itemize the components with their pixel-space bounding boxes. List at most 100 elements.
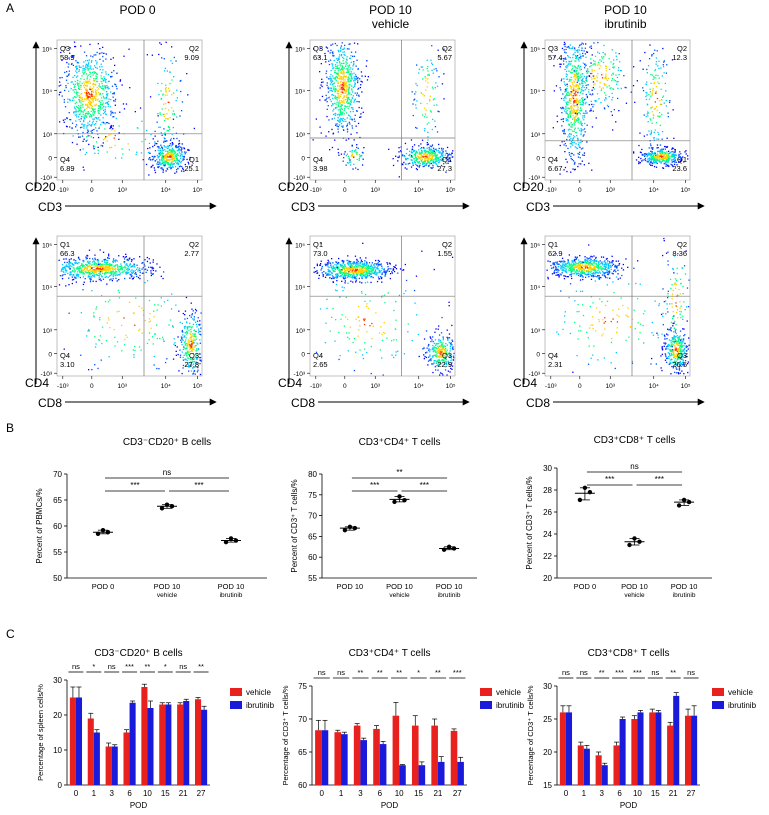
flow-event-dot <box>339 64 341 66</box>
flow-event-dot <box>565 112 567 114</box>
flow-event-dot <box>192 372 195 374</box>
flow-x-axis-label: CD3 <box>291 200 315 214</box>
flow-y-tick-label: 10⁴ <box>42 88 52 95</box>
flow-event-dot <box>579 157 581 159</box>
flow-event-dot <box>349 69 351 71</box>
flow-event-dot <box>181 155 184 157</box>
flow-event-dot <box>164 361 167 364</box>
flow-event-dot <box>168 152 171 154</box>
flow-event-dot <box>183 346 185 348</box>
flow-event-dot <box>86 335 88 337</box>
flow-event-dot <box>170 154 173 156</box>
flow-event-dot <box>424 155 426 158</box>
flow-event-dot <box>337 97 339 99</box>
flow-event-dot <box>339 85 341 87</box>
flow-event-dot <box>677 158 679 160</box>
flow-event-dot <box>142 262 144 264</box>
flow-event-dot <box>81 269 83 271</box>
flow-event-dot <box>191 364 193 367</box>
flow-event-dot <box>337 74 340 76</box>
flow-event-dot <box>142 159 144 161</box>
flow-event-dot <box>96 267 98 269</box>
flow-event-dot <box>59 77 61 79</box>
flow-event-dot <box>186 317 189 320</box>
flow-event-dot <box>150 272 152 274</box>
flow-event-dot <box>76 93 78 95</box>
flow-event-dot <box>414 153 416 155</box>
flow-event-dot <box>64 266 66 268</box>
flow-plot-frame <box>56 39 203 181</box>
flow-event-dot <box>319 71 321 73</box>
flow-event-dot <box>580 124 582 126</box>
flow-event-dot <box>86 257 88 259</box>
flow-event-dot <box>64 71 66 74</box>
flow-event-dot <box>185 151 187 153</box>
flow-event-dot <box>125 256 127 258</box>
flow-event-dot <box>350 271 352 273</box>
flow-event-dot <box>159 113 161 116</box>
flow-event-dot <box>174 160 176 162</box>
flow-event-dot <box>352 110 354 113</box>
flow-event-dot <box>335 107 337 109</box>
flow-event-dot <box>413 158 416 160</box>
flow-event-dot <box>138 269 140 271</box>
flow-y-tick-label: 10³ <box>43 132 53 139</box>
flow-event-dot <box>185 339 187 341</box>
flow-event-dot <box>83 81 85 83</box>
flow-event-dot <box>342 129 345 131</box>
flow-event-dot <box>341 76 343 78</box>
flow-event-dot <box>573 117 575 119</box>
flow-event-dot <box>343 82 346 84</box>
flow-event-dot <box>641 153 643 156</box>
flow-event-dot <box>355 149 357 151</box>
flow-event-dot <box>573 89 575 92</box>
flow-event-dot <box>595 100 597 102</box>
flow-event-dot <box>351 85 353 87</box>
flow-event-dot <box>78 118 80 121</box>
flow-event-dot <box>432 161 435 164</box>
flow-event-dot <box>565 119 568 122</box>
flow-event-dot <box>125 334 127 336</box>
flow-event-dot <box>565 89 567 91</box>
flow-event-dot <box>661 158 663 160</box>
flow-event-dot <box>568 99 571 101</box>
flow-event-dot <box>674 151 676 153</box>
flow-event-dot <box>86 85 88 87</box>
flow-event-dot <box>189 337 191 339</box>
flow-event-dot <box>93 110 95 113</box>
flow-event-dot <box>199 353 201 355</box>
flow-event-dot <box>344 105 346 107</box>
flow-event-dot <box>657 115 659 117</box>
flow-event-dot <box>88 100 90 102</box>
flow-event-dot <box>354 120 356 122</box>
flow-event-dot <box>114 260 116 262</box>
flow-event-dot <box>102 117 104 119</box>
flow-event-dot <box>190 358 192 361</box>
flow-event-dot <box>348 90 350 92</box>
flow-event-dot <box>434 87 436 89</box>
flow-event-dot <box>104 273 106 275</box>
flow-event-dot <box>107 266 109 269</box>
flow-event-dot <box>335 123 337 125</box>
flow-event-dot <box>154 171 157 174</box>
flow-event-dot <box>613 62 615 65</box>
flow-event-dot <box>573 85 575 87</box>
flow-x-tick-label: 10⁵ <box>681 187 691 194</box>
flow-event-dot <box>64 46 67 49</box>
flow-event-dot <box>414 98 416 100</box>
flow-event-dot <box>659 124 661 126</box>
flow-event-dot <box>89 279 92 281</box>
flow-event-dot <box>667 160 669 163</box>
flow-event-dot <box>334 112 336 115</box>
flow-event-dot <box>578 75 580 77</box>
flow-event-dot <box>583 164 585 166</box>
flow-event-dot <box>334 102 336 104</box>
flow-event-dot <box>565 48 567 51</box>
flow-event-dot <box>342 92 344 94</box>
flow-event-dot <box>180 153 182 155</box>
flow-event-dot <box>573 76 575 78</box>
flow-event-dot <box>82 120 85 122</box>
flow-event-dot <box>670 157 672 159</box>
flow-event-dot <box>332 97 334 99</box>
flow-event-dot <box>649 143 652 145</box>
